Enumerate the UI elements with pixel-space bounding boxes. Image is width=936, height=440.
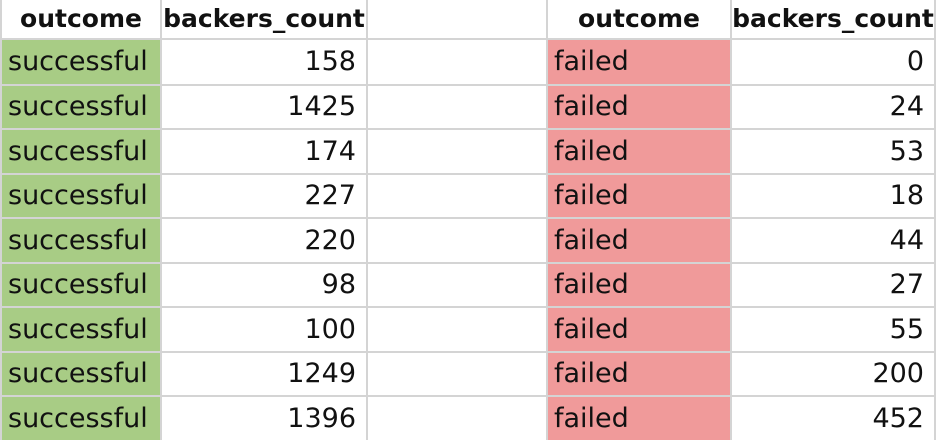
outcome-cell[interactable]: successful: [2, 219, 160, 262]
column-header-backers-count[interactable]: backers_count: [732, 4, 934, 33]
outcome-cell[interactable]: failed: [548, 219, 730, 262]
outcome-cell[interactable]: successful: [2, 175, 160, 217]
outcome-cell[interactable]: failed: [548, 40, 730, 84]
backers-count-cell[interactable]: 0: [906, 46, 924, 77]
backers-count-cell[interactable]: 1396: [287, 403, 356, 434]
grid-line: [0, 217, 936, 219]
outcome-cell[interactable]: failed: [548, 130, 730, 173]
backers-count-cell[interactable]: 55: [889, 314, 924, 345]
backers-count-cell[interactable]: 98: [321, 269, 356, 300]
grid-line: [0, 351, 936, 353]
grid-line: [0, 38, 936, 40]
backers-count-cell[interactable]: 24: [889, 91, 924, 122]
backers-count-cell[interactable]: 53: [889, 136, 924, 167]
backers-count-cell[interactable]: 27: [889, 269, 924, 300]
outcome-cell[interactable]: successful: [2, 353, 160, 395]
outcome-cell[interactable]: successful: [2, 264, 160, 306]
grid-line: [160, 0, 162, 440]
grid-line: [0, 128, 936, 130]
backers-count-cell[interactable]: 1249: [287, 358, 356, 389]
grid-line: [0, 306, 936, 308]
outcome-cell[interactable]: successful: [2, 308, 160, 351]
grid-line: [546, 0, 548, 440]
backers-count-cell[interactable]: 158: [304, 46, 356, 77]
backers-count-cell[interactable]: 227: [304, 180, 356, 211]
backers-count-cell[interactable]: 452: [872, 403, 924, 434]
outcome-cell[interactable]: failed: [548, 175, 730, 217]
outcome-cell[interactable]: successful: [2, 130, 160, 173]
outcome-cell[interactable]: failed: [548, 264, 730, 306]
outcome-cell[interactable]: successful: [2, 397, 160, 440]
outcome-cell[interactable]: failed: [548, 397, 730, 440]
grid-line: [0, 84, 936, 86]
column-header-outcome[interactable]: outcome: [578, 4, 700, 33]
grid-line: [0, 0, 2, 440]
backers-count-cell[interactable]: 174: [304, 136, 356, 167]
grid-line: [0, 395, 936, 397]
grid-line: [0, 262, 936, 264]
grid-line: [0, 173, 936, 175]
outcome-cell[interactable]: failed: [548, 308, 730, 351]
outcome-cell[interactable]: failed: [548, 86, 730, 128]
backers-count-cell[interactable]: 100: [304, 314, 356, 345]
backers-count-cell[interactable]: 44: [889, 225, 924, 256]
backers-count-cell[interactable]: 220: [304, 225, 356, 256]
grid-line: [730, 0, 732, 440]
backers-count-cell[interactable]: 200: [872, 358, 924, 389]
grid-line: [934, 0, 936, 440]
outcome-cell[interactable]: failed: [548, 353, 730, 395]
outcome-cell[interactable]: successful: [2, 86, 160, 128]
grid-line: [366, 0, 368, 440]
backers-count-cell[interactable]: 1425: [287, 91, 356, 122]
column-header-outcome[interactable]: outcome: [20, 4, 142, 33]
column-header-backers-count[interactable]: backers_count: [163, 4, 365, 33]
outcome-cell[interactable]: successful: [2, 40, 160, 84]
backers-count-cell[interactable]: 18: [889, 180, 924, 211]
